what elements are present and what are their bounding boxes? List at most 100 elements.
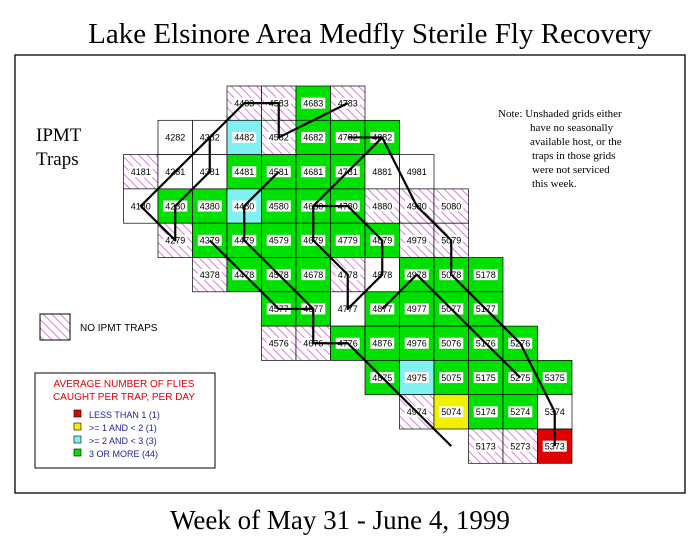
- hatch-swatch: [39, 313, 71, 341]
- grid-cell-label-bg: [370, 166, 395, 178]
- grid-cell-4380: 4380: [192, 188, 228, 224]
- grid-cell-label-bg: [301, 166, 326, 178]
- side-label-line: Traps: [36, 149, 79, 170]
- grid-cell-4876: 4876: [364, 325, 400, 361]
- route-segment: [208, 239, 314, 311]
- note-line: have no seasonally: [530, 122, 614, 134]
- grid-cell-label-bg: [301, 97, 326, 109]
- grid-cell-4576: 4576: [261, 325, 297, 361]
- trap-route: [139, 102, 556, 447]
- grid-cell-5080: 5080: [433, 188, 469, 224]
- grid-cell-4580: 4580: [261, 188, 297, 224]
- grid-cell-label: 5175: [476, 373, 496, 383]
- grid-cell-label: 4580: [269, 201, 289, 211]
- grid-cell-4681: 4681: [295, 154, 331, 190]
- grid-cell-label: 5074: [441, 407, 461, 417]
- route-segment: [312, 136, 384, 311]
- grid-cell-4779: 4779: [330, 222, 366, 258]
- note-line: were not serviced: [532, 164, 610, 176]
- grid-cell-label: 4380: [200, 201, 220, 211]
- legend-box: [34, 372, 216, 469]
- grid-cell-5076: 5076: [433, 325, 469, 361]
- grid-cell-label-bg: [404, 372, 429, 384]
- grid-cell-5175: 5175: [468, 360, 504, 396]
- week-subtitle: Week of May 31 - June 4, 1999: [170, 505, 510, 535]
- grid-cell-label-bg: [232, 166, 257, 178]
- grid-cell-label: 4877: [372, 304, 392, 314]
- grid-cell-label-bg: [163, 131, 188, 143]
- grid-cell-label-bg: [473, 440, 498, 452]
- grid-cell-5273: 5273: [502, 428, 538, 464]
- grid-cell-4976: 4976: [399, 325, 435, 361]
- grid-cell-label-bg: [404, 303, 429, 315]
- grid-cell-label: 4682: [303, 133, 323, 143]
- grid-cell-4378: 4378: [192, 257, 228, 293]
- grid-cell-label-bg: [439, 200, 464, 212]
- grid-cell-label-bg: [439, 406, 464, 418]
- grid-cell-label-bg: [439, 372, 464, 384]
- no-traps-key: NO IPMT TRAPS: [39, 313, 158, 341]
- grid-cell-label-bg: [404, 337, 429, 349]
- grid-cell-label: 4282: [165, 133, 185, 143]
- legend-swatch-red: [73, 409, 82, 418]
- grid-cell-4881: 4881: [364, 154, 400, 190]
- grid-cell-label: 4880: [372, 201, 392, 211]
- no-traps-label: NO IPMT TRAPS: [80, 323, 158, 334]
- grid-cell-label: 4977: [407, 304, 427, 314]
- grid-cell-label: 4378: [200, 270, 220, 280]
- legend: AVERAGE NUMBER OF FLIES CAUGHT PER TRAP,…: [34, 372, 216, 469]
- grid-cell-4979: 4979: [399, 222, 435, 258]
- grid-cell-label: 4981: [407, 167, 427, 177]
- note-line: this week.: [532, 178, 577, 190]
- grid-cell-label: 4681: [303, 167, 323, 177]
- grid-cell-label: 5375: [545, 373, 565, 383]
- legend-item-label: LESS THAN 1 (1): [89, 410, 160, 420]
- grid-cell-4181: 4181: [123, 154, 159, 190]
- grid-cell-label-bg: [197, 200, 222, 212]
- note-line: traps in those grids: [532, 150, 615, 162]
- grid-cell-label: 4181: [131, 167, 151, 177]
- legend-swatch-green: [73, 448, 82, 457]
- side-label-line: IPMT: [36, 125, 82, 146]
- grid-cell-4481: 4481: [226, 154, 262, 190]
- legend-item-label: >= 1 AND < 2 (1): [89, 423, 157, 433]
- grid-cell-label: 4876: [372, 338, 392, 348]
- grid-cell-4579: 4579: [261, 222, 297, 258]
- route-segment: [347, 136, 556, 447]
- grid-cell-4880: 4880: [364, 188, 400, 224]
- map-frame: [14, 54, 686, 494]
- grid-cell-label-bg: [404, 234, 429, 246]
- route-segment: [243, 170, 453, 447]
- grid-cell-label-bg: [266, 234, 291, 246]
- grid-cell-5178: 5178: [468, 257, 504, 293]
- grid-cell-label: 5178: [476, 270, 496, 280]
- grid-cell-label: 4579: [269, 236, 289, 246]
- note-block: Note: Unshaded grids either have no seas…: [498, 108, 622, 190]
- grid-cell-4282: 4282: [157, 119, 193, 155]
- legend-swatch-yellow: [73, 422, 82, 431]
- note-line: available host, or the: [530, 136, 622, 148]
- route-segment: [381, 273, 522, 379]
- grid-cell-label: 4482: [234, 133, 254, 143]
- map-title: Lake Elsinore Area Medfly Sterile Fly Re…: [88, 18, 652, 50]
- grid-cell-label-bg: [473, 406, 498, 418]
- grid-cell-label: 4678: [303, 270, 323, 280]
- grid-cell-label: 5075: [441, 373, 461, 383]
- grid-cell-label-bg: [335, 234, 360, 246]
- grid-cell-label: 4976: [407, 338, 427, 348]
- legend-swatch-cyan: [73, 435, 82, 444]
- grid-cell-label-bg: [301, 131, 326, 143]
- grid-cell-label-bg: [370, 200, 395, 212]
- grid-cell-label-bg: [197, 269, 222, 281]
- grid-cell-label: 4881: [372, 167, 392, 177]
- grid-cell-label-bg: [439, 337, 464, 349]
- grid-cell-label-bg: [266, 337, 291, 349]
- grid-cell-label: 4779: [338, 236, 358, 246]
- grid-cell-label: 5174: [476, 407, 496, 417]
- grid-cell-label: 4979: [407, 236, 427, 246]
- grid-cell-5075: 5075: [433, 360, 469, 396]
- grid-cell-5174: 5174: [468, 394, 504, 430]
- grid-cell-label-bg: [508, 440, 533, 452]
- legend-item-label: >= 2 AND < 3 (3): [89, 436, 157, 446]
